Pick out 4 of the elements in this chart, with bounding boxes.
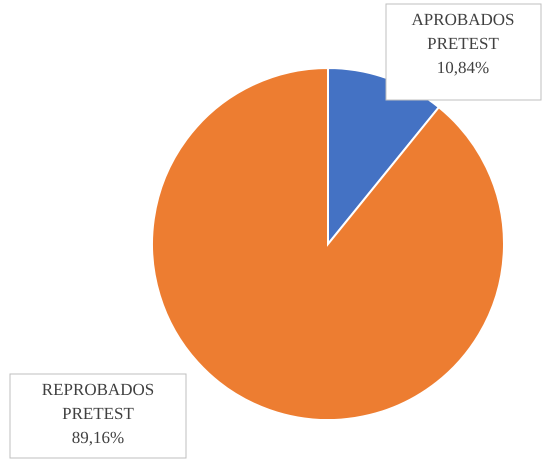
slice-label: REPROBADOS PRETEST xyxy=(42,380,154,423)
data-label: 10,84% xyxy=(436,58,490,77)
slice-label: APROBADOS PRETEST xyxy=(412,10,514,53)
data-label: 89,16% xyxy=(72,428,124,447)
